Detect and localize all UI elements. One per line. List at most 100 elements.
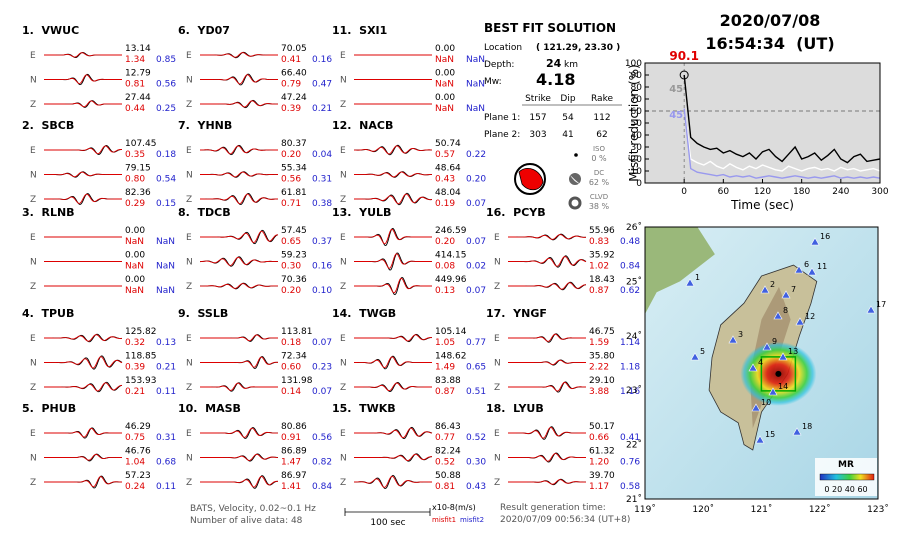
component-label: Z xyxy=(340,383,346,393)
component-label: N xyxy=(186,171,193,181)
waveform-synthetic xyxy=(508,234,587,240)
station-label: 18. LYUB xyxy=(486,402,544,415)
component-percent: 62 % xyxy=(589,178,610,187)
waveform-synthetic xyxy=(199,171,278,178)
component-label: E xyxy=(30,429,36,439)
waveform-synthetic xyxy=(200,427,279,438)
annotation: 90.1 xyxy=(669,49,699,63)
component-label: N xyxy=(340,359,347,369)
misfit2: 0.22 xyxy=(466,150,486,160)
waveform-synthetic xyxy=(44,476,122,488)
component-label: Z xyxy=(340,195,346,205)
misfit1: 0.77 xyxy=(435,433,455,443)
component-label: N xyxy=(30,76,37,86)
annotation: 45 xyxy=(669,84,683,95)
misfit1: 0.79 xyxy=(281,80,301,90)
station-label: 15. TWKB xyxy=(332,402,396,415)
misfit-line xyxy=(683,74,881,164)
footer-alive: Number of alive data: 48 xyxy=(190,516,303,526)
amplitude: 414.15 xyxy=(435,251,467,261)
colorbar xyxy=(819,473,875,481)
waveform-synthetic xyxy=(508,359,586,365)
map-frame xyxy=(644,226,879,500)
component-label: Z xyxy=(186,383,192,393)
component-label: Z xyxy=(30,383,36,393)
misfit2: 0.38 xyxy=(312,199,332,209)
component-label: E xyxy=(30,334,36,344)
station-number: 6 xyxy=(804,260,809,269)
plane-label: Plane 1: xyxy=(484,113,520,123)
x-tick-label: 0 xyxy=(681,187,687,197)
station-label: 7. YHNB xyxy=(178,119,232,132)
y-tick-label: 60 xyxy=(631,107,643,117)
china-coast xyxy=(645,227,715,315)
time: 16:54:34 (UT) xyxy=(705,34,834,53)
station-number: 15 xyxy=(765,430,775,439)
waveform-synthetic xyxy=(199,256,278,266)
scale-bar xyxy=(344,508,431,516)
amplitude: 0.00 xyxy=(435,44,455,54)
waveform-synthetic xyxy=(200,476,279,488)
amplitude: 131.98 xyxy=(281,376,313,386)
depth: 24 xyxy=(546,57,562,70)
amplitude: 86.89 xyxy=(281,447,307,457)
station-label: 10. MASB xyxy=(178,402,241,415)
misfit1: 0.65 xyxy=(281,237,301,247)
component-label: N xyxy=(30,258,37,268)
scale-label: 100 sec xyxy=(370,518,405,528)
misfit2: 0.30 xyxy=(466,458,486,468)
amplitude: 27.44 xyxy=(125,93,151,103)
waveform-synthetic xyxy=(200,52,278,58)
solution-title: BEST FIT SOLUTION xyxy=(484,21,616,35)
misfit1: 0.08 xyxy=(435,262,455,272)
misfit1: 0.21 xyxy=(125,387,145,397)
waveform-synthetic xyxy=(44,193,122,204)
component-percent: 38 % xyxy=(589,202,610,211)
amplitude: 148.62 xyxy=(435,352,467,362)
component-label: E xyxy=(186,146,192,156)
misfit1: 0.91 xyxy=(281,433,301,443)
station-label: 13. YULB xyxy=(332,206,391,219)
misfit1: 0.39 xyxy=(125,363,145,373)
misfit-line xyxy=(683,108,881,172)
station-number: 9 xyxy=(772,337,777,346)
component-label: E xyxy=(340,146,346,156)
misfit1: NaN xyxy=(125,237,144,247)
station-number: 13 xyxy=(788,347,798,356)
amplitude: 46.29 xyxy=(125,422,151,432)
component-label: Z xyxy=(186,195,192,205)
amplitude: 0.00 xyxy=(125,275,145,285)
y-tick-label: 10 xyxy=(631,167,643,177)
misfit2: 0.52 xyxy=(466,433,486,443)
waveform-synthetic xyxy=(44,427,122,438)
misfit2: NaN xyxy=(156,237,175,247)
component-label: E xyxy=(30,51,36,61)
station-marker xyxy=(760,285,770,294)
station-number: 10 xyxy=(761,398,771,407)
misfit2: 0.47 xyxy=(312,80,332,90)
component-label: Z xyxy=(30,282,36,292)
component-label: Z xyxy=(186,282,192,292)
waveform-synthetic xyxy=(44,100,122,108)
misfit1: 0.87 xyxy=(589,286,609,296)
y-tick-label: 100 xyxy=(625,59,642,69)
station-marker xyxy=(807,267,817,276)
misfit1: 0.81 xyxy=(125,80,145,90)
waveform-synthetic xyxy=(44,356,123,369)
component-label: Z xyxy=(494,383,500,393)
amplitude: 50.88 xyxy=(435,471,461,481)
misfit1: 0.29 xyxy=(125,199,145,209)
waveform-synthetic xyxy=(44,453,122,461)
misfit1: 0.71 xyxy=(281,199,301,209)
misfit1: 3.88 xyxy=(589,387,609,397)
misfit1: 0.20 xyxy=(281,150,301,160)
waveform-synthetic xyxy=(44,382,123,392)
plane-value: 62 xyxy=(596,130,607,140)
station-marker xyxy=(866,305,876,314)
misfit2: NaN xyxy=(466,80,485,90)
station-marker xyxy=(768,387,778,396)
misfit1: 0.39 xyxy=(281,104,301,114)
unit: x10-8(m/s) xyxy=(432,503,476,512)
amplitude: 0.00 xyxy=(435,93,455,103)
misfit1: 0.32 xyxy=(125,338,145,348)
